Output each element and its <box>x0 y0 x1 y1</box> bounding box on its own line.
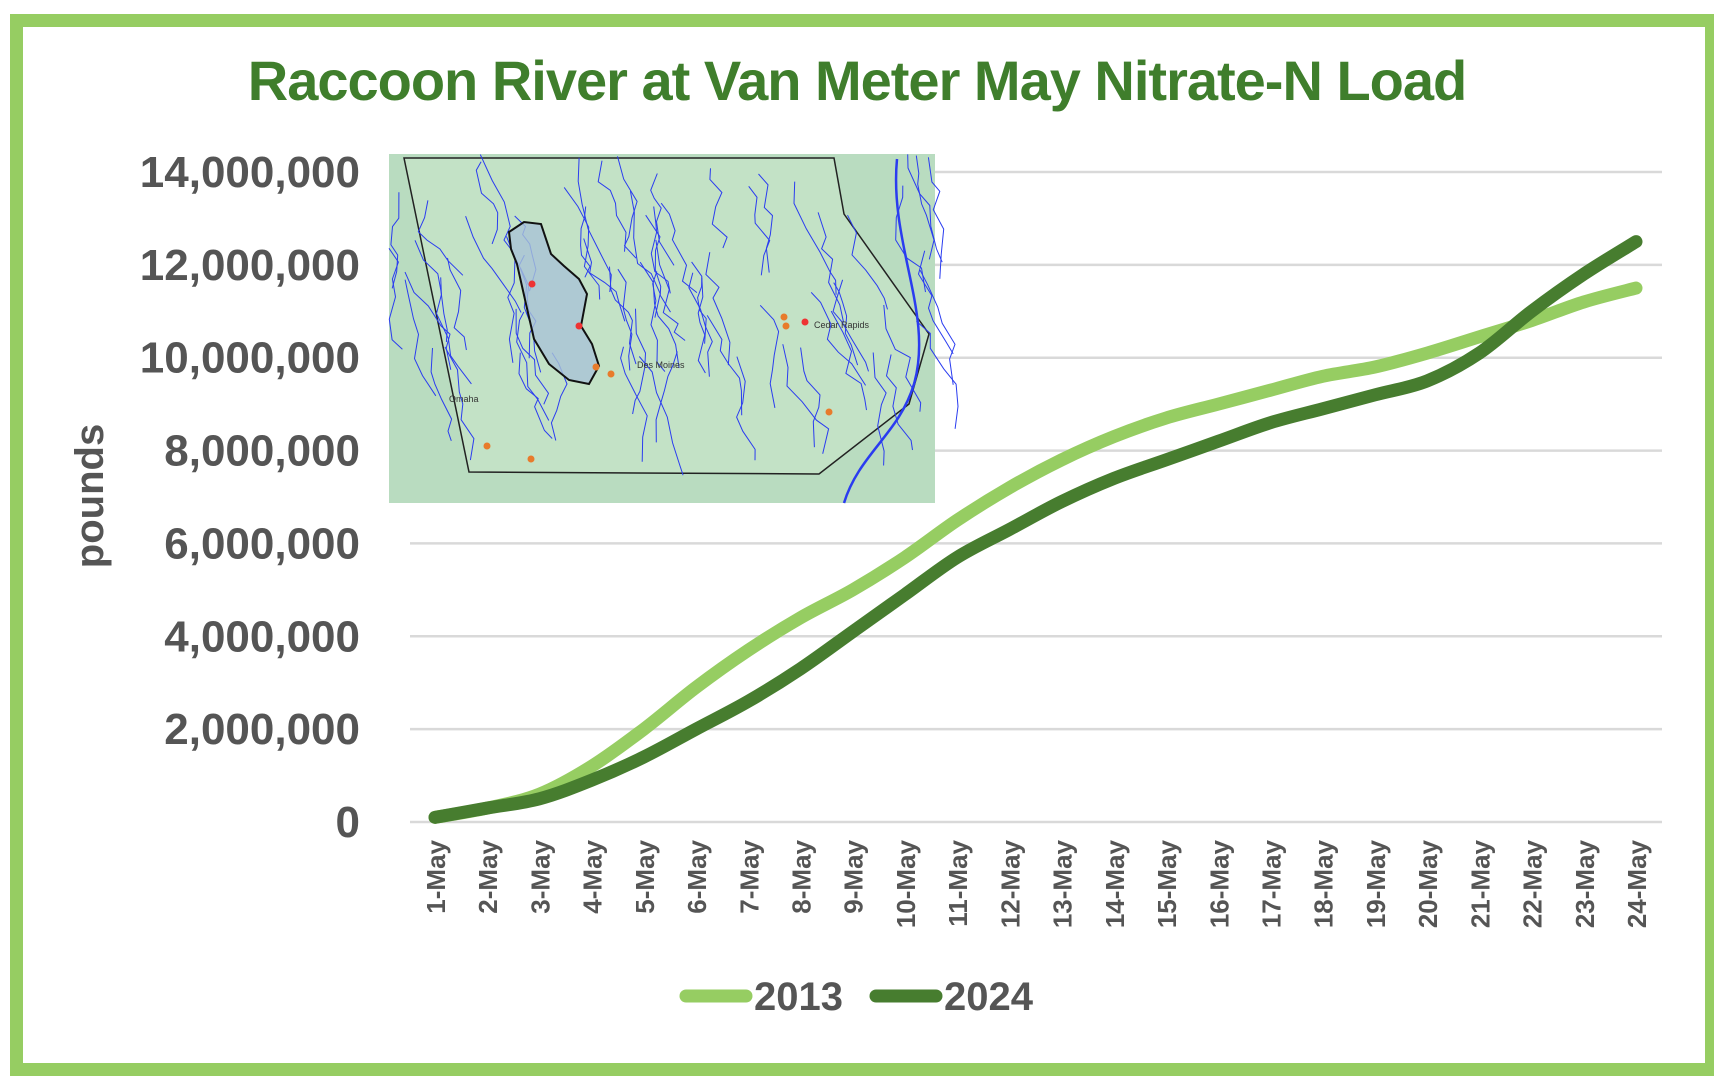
x-tick-label: 9-May <box>839 839 869 913</box>
monitoring-site-dot <box>528 456 535 463</box>
legend-item-2013: 2013 <box>686 975 843 1019</box>
legend-label: 2013 <box>754 975 843 1019</box>
x-tick-label: 18-May <box>1309 839 1339 928</box>
map-city-label: Omaha <box>449 394 479 404</box>
monitoring-site-dot <box>608 371 615 378</box>
x-tick-label: 23-May <box>1570 839 1600 928</box>
x-tick-label: 10-May <box>891 839 921 928</box>
monitoring-site-dot <box>826 409 833 416</box>
monitoring-site-dot <box>802 319 809 326</box>
y-tick-label: 2,000,000 <box>164 705 360 754</box>
monitoring-site-dot <box>781 314 788 321</box>
y-tick-label: 4,000,000 <box>164 612 360 661</box>
monitoring-site-dot <box>484 443 491 450</box>
x-tick-label: 12-May <box>995 839 1025 928</box>
x-tick-label: 13-May <box>1048 839 1078 928</box>
legend-item-2024: 2024 <box>876 975 1034 1019</box>
y-tick-label: 10,000,000 <box>140 334 360 383</box>
x-tick-label: 24-May <box>1622 839 1652 928</box>
x-tick-label: 15-May <box>1152 839 1182 928</box>
x-tick-label: 6-May <box>682 839 712 913</box>
monitoring-site-dot <box>783 323 790 330</box>
y-tick-label: 12,000,000 <box>140 241 360 290</box>
x-tick-label: 17-May <box>1256 839 1286 928</box>
x-axis-ticks: 1-May 2-May 3-May 4-May 5-May 6-May 7-May 8-May… <box>421 839 1652 928</box>
legend: 2013 2024 <box>686 975 1034 1019</box>
monitoring-site-dot <box>576 323 583 330</box>
y-tick-label: 8,000,000 <box>164 427 360 476</box>
x-tick-label: 8-May <box>787 839 817 913</box>
y-tick-label: 6,000,000 <box>164 519 360 568</box>
y-axis-ticks: 0 2,000,000 4,000,000 6,000,000 8,000,000 10,… <box>140 148 360 847</box>
y-tick-label: 0 <box>336 798 360 847</box>
legend-label: 2024 <box>944 975 1034 1019</box>
x-tick-label: 5-May <box>630 839 660 913</box>
x-tick-label: 21-May <box>1465 839 1495 928</box>
x-tick-label: 11-May <box>943 839 973 926</box>
monitoring-site-dot <box>529 281 536 288</box>
x-tick-label: 3-May <box>525 839 555 913</box>
map-city-label: Cedar Rapids <box>814 320 870 330</box>
y-tick-label: 14,000,000 <box>140 148 360 197</box>
x-tick-label: 20-May <box>1413 839 1443 928</box>
x-tick-label: 14-May <box>1100 839 1130 928</box>
x-tick-label: 1-May <box>421 839 451 913</box>
x-tick-label: 4-May <box>578 839 608 913</box>
x-tick-label: 2-May <box>473 839 503 913</box>
x-tick-label: 16-May <box>1204 839 1234 928</box>
monitoring-site-dot <box>593 364 600 371</box>
inset-map: Des Moines Cedar Rapids Omaha <box>389 154 958 503</box>
y-axis-label: pounds <box>68 424 112 568</box>
x-tick-label: 7-May <box>734 839 764 913</box>
x-tick-label: 19-May <box>1361 839 1391 928</box>
x-tick-label: 22-May <box>1518 839 1548 928</box>
map-city-label: Des Moines <box>637 360 685 370</box>
